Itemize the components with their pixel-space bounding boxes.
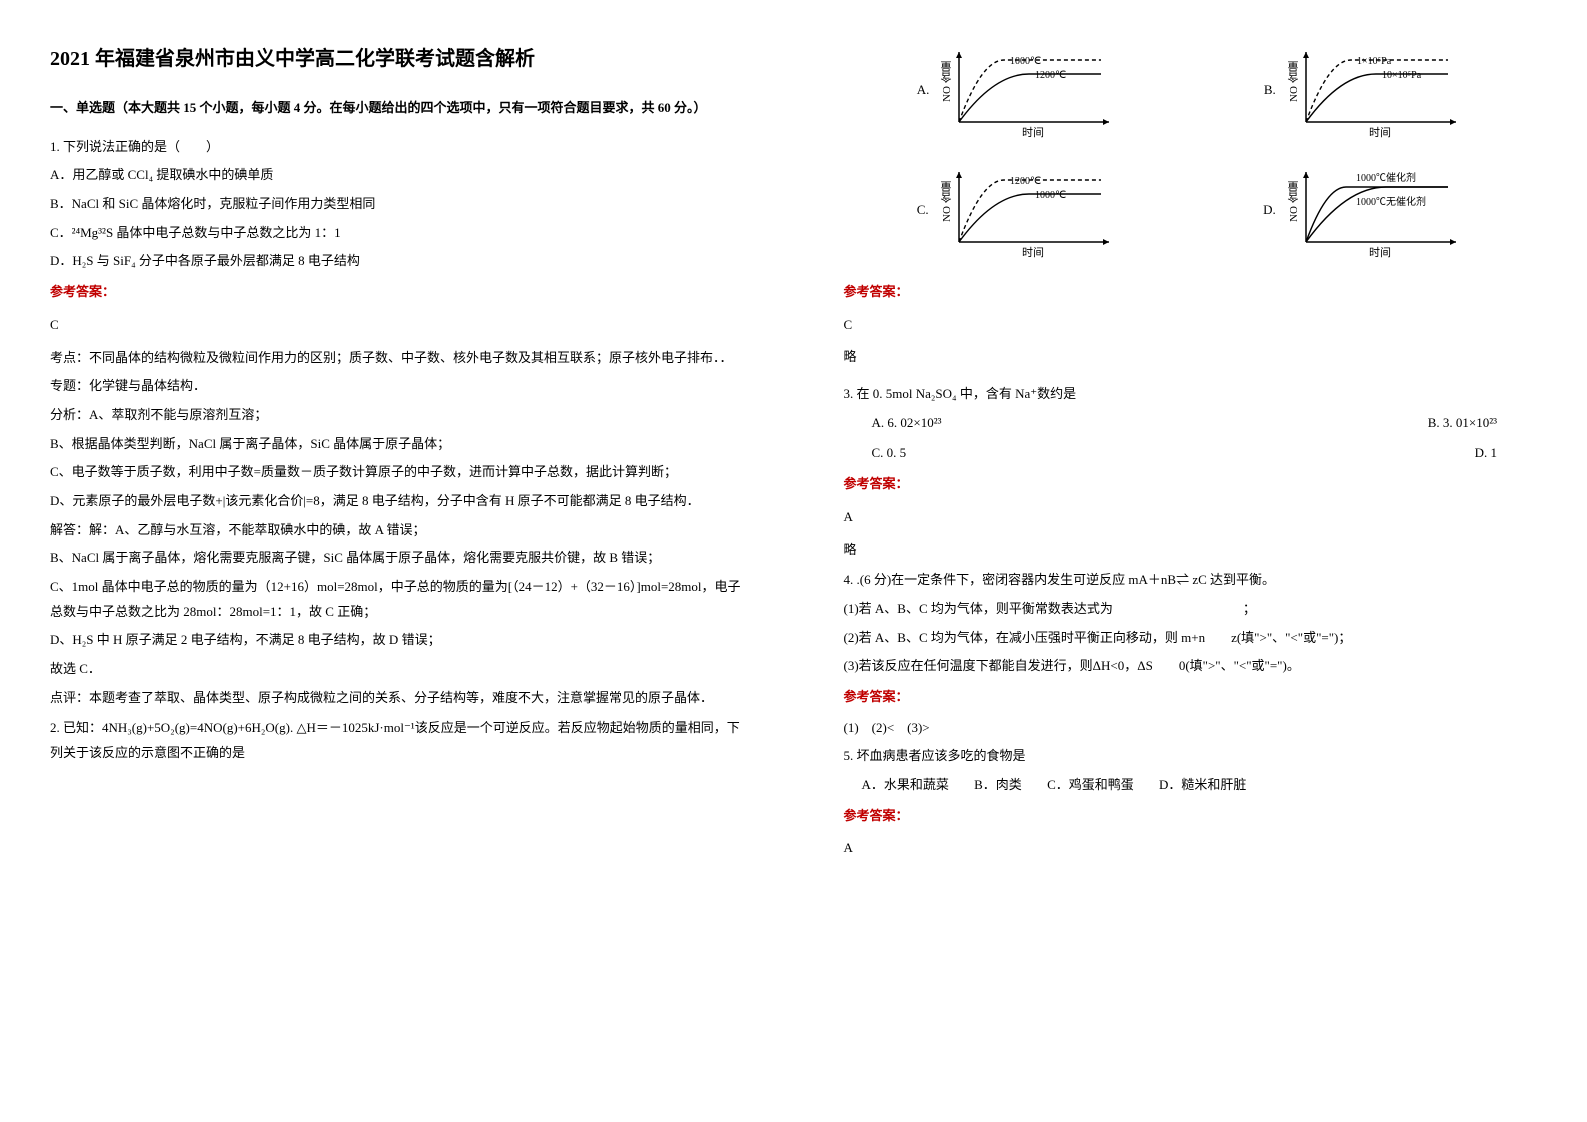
q1-opt-d: D．H₂S 与 SiF₄ 分子中各原子最外层都满足 8 电子结构 (50, 249, 744, 274)
q5-opt-d: D．糙米和肝脏 (1159, 777, 1246, 792)
svg-text:1000℃无催化剂: 1000℃无催化剂 (1356, 195, 1426, 208)
chart-d-svg: NO 含量时间 1000℃催化剂 1000℃无催化剂 (1284, 160, 1464, 260)
svg-text:时间: 时间 (1022, 246, 1044, 259)
svg-text:NO 含量: NO 含量 (1287, 181, 1300, 222)
svg-text:时间: 时间 (1369, 126, 1391, 139)
q1-jieda-d: D、H₂S 中 H 原子满足 2 电子结构，不满足 8 电子结构，故 D 错误； (50, 628, 744, 653)
section-1-head: 一、单选题（本大题共 15 个小题，每小题 4 分。在每小题给出的四个选项中，只… (50, 96, 744, 121)
q1-opt-c: C．²⁴Mg³²S 晶体中电子总数与中子总数之比为 1：1 (50, 221, 744, 246)
q3-ans: A (844, 505, 1538, 530)
q1-guxuan: 故选 C． (50, 657, 744, 682)
q3-stem: 3. 在 0. 5mol Na₂SO₄ 中，含有 Na⁺数约是 (844, 382, 1538, 407)
chart-b-svg: NO 含量时间 1×10⁵Pa 10×10⁵Pa (1284, 40, 1464, 140)
chart-c-svg: NO 含量时间 1200℃ 1000℃ (937, 160, 1117, 260)
q1-zhuanti: 专题：化学键与晶体结构． (50, 374, 744, 399)
q1-ans: C (50, 313, 744, 338)
svg-text:1000℃: 1000℃ (1010, 56, 1041, 67)
chart-a-label: A. (917, 78, 930, 103)
q3-opt-a: A. 6. 02×10²³ (872, 411, 942, 436)
q1-fenxi-b: B、根据晶体类型判断，NaCl 属于离子晶体，SiC 晶体属于原子晶体； (50, 432, 744, 457)
svg-text:10×10⁵Pa: 10×10⁵Pa (1382, 70, 1422, 81)
exam-title: 2021 年福建省泉州市由义中学高二化学联考试题含解析 (50, 40, 744, 78)
q4-p1: (1)若 A、B、C 均为气体，则平衡常数表达式为 ； (844, 597, 1538, 622)
q5-opt-c: C．鸡蛋和鸭蛋 (1047, 777, 1134, 792)
chart-d-block: D. NO 含量时间 1000℃催化剂 1000℃无催化剂 (1263, 160, 1464, 260)
chart-b-label: B. (1264, 78, 1276, 103)
q1-stem: 1. 下列说法正确的是（ ） (50, 135, 744, 160)
svg-text:NO 含量: NO 含量 (1287, 61, 1300, 102)
q5-ans-label: 参考答案： (844, 804, 1538, 829)
svg-text:1×10⁵Pa: 1×10⁵Pa (1357, 56, 1392, 67)
svg-text:1000℃催化剂: 1000℃催化剂 (1356, 171, 1416, 184)
svg-text:时间: 时间 (1369, 246, 1391, 259)
q3-opts-row1: A. 6. 02×10²³ B. 3. 01×10²³ (844, 411, 1538, 436)
q3-opt-c: C. 0. 5 (872, 441, 907, 466)
svg-text:时间: 时间 (1022, 126, 1044, 139)
chart-c-block: C. NO 含量时间 1200℃ 1000℃ (917, 160, 1117, 260)
q1-ans-label: 参考答案： (50, 280, 744, 305)
q1-kaodian: 考点：不同晶体的结构微粒及微粒间作用力的区别；质子数、中子数、核外电子数及其相互… (50, 346, 744, 371)
chart-a-block: A. NO 含量时间 1000℃ 1200℃ (917, 40, 1118, 140)
q5-opt-b: B．肉类 (974, 777, 1022, 792)
q3-ans-label: 参考答案： (844, 472, 1538, 497)
q4-p2: (2)若 A、B、C 均为气体，在减小压强时平衡正向移动，则 m+n z(填">… (844, 626, 1538, 651)
q2-ans: C (844, 313, 1538, 338)
q1-jieda-a: 解答：解：A、乙醇与水互溶，不能萃取碘水中的碘，故 A 错误； (50, 518, 744, 543)
charts-row-1: A. NO 含量时间 1000℃ 1200℃ B. NO 含量时间 1×10⁵Pa 10… (844, 40, 1538, 140)
svg-text:NO 含量: NO 含量 (940, 181, 953, 222)
chart-c-label: C. (917, 198, 929, 223)
svg-text:1200℃: 1200℃ (1010, 176, 1041, 187)
q1-opt-b: B．NaCl 和 SiC 晶体熔化时，克服粒子间作用力类型相同 (50, 192, 744, 217)
chart-a-svg: NO 含量时间 1000℃ 1200℃ (937, 40, 1117, 140)
right-column: A. NO 含量时间1000℃1200℃ B. NO 含量时间1×10⁵Pa10… (794, 0, 1587, 1122)
q1-fenxi-a: 分析：A、萃取剂不能与原溶剂互溶； (50, 403, 744, 428)
svg-text:NO 含量: NO 含量 (941, 61, 954, 102)
q1-fenxi-c: C、电子数等于质子数，利用中子数=质量数－质子数计算原子的中子数，进而计算中子总… (50, 460, 744, 485)
q2-stem: 2. 已知：4NH₃(g)+5O₂(g)=4NO(g)+6H₂O(g). △H＝… (50, 716, 744, 765)
q3-opts-row2: C. 0. 5 D. 1 (844, 441, 1538, 466)
charts-row-2: C. NO 含量时间 1200℃ 1000℃ D. NO 含量时间 1000℃催化剂 1… (844, 160, 1538, 260)
q5-stem: 5. 坏血病患者应该多吃的食物是 (844, 744, 1538, 769)
q3-opt-d: D. 1 (1475, 441, 1497, 466)
q5-opt-a: A．水果和蔬菜 (862, 777, 949, 792)
q2-ans-label: 参考答案： (844, 280, 1538, 305)
q2-lue: 略 (844, 345, 1538, 370)
chart-d-label: D. (1263, 198, 1276, 223)
q3-lue: 略 (844, 538, 1538, 563)
q3-opt-b: B. 3. 01×10²³ (1428, 411, 1497, 436)
svg-text:1000℃: 1000℃ (1035, 190, 1066, 201)
q5-ans: A (844, 836, 1538, 861)
q4-p3: (3)若该反应在任何温度下都能自发进行，则ΔH<0，ΔS 0(填">"、"<"或… (844, 654, 1538, 679)
chart-b-block: B. NO 含量时间 1×10⁵Pa 10×10⁵Pa (1264, 40, 1464, 140)
svg-text:1200℃: 1200℃ (1035, 70, 1066, 81)
left-column: 2021 年福建省泉州市由义中学高二化学联考试题含解析 一、单选题（本大题共 1… (0, 0, 794, 1122)
q1-jieda-b: B、NaCl 属于离子晶体，熔化需要克服离子键，SiC 晶体属于原子晶体，熔化需… (50, 546, 744, 571)
q5-opts: A．水果和蔬菜 B．肉类 C．鸡蛋和鸭蛋 D．糙米和肝脏 (844, 773, 1538, 798)
q1-dianping: 点评：本题考查了萃取、晶体类型、原子构成微粒之间的关系、分子结构等，难度不大，注… (50, 686, 744, 711)
q1-opt-a: A．用乙醇或 CCl₄ 提取碘水中的碘单质 (50, 163, 744, 188)
q4-stem: 4. .(6 分)在一定条件下，密闭容器内发生可逆反应 mA＋nB⇌ zC 达到… (844, 568, 1538, 593)
q4-ans-label: 参考答案： (844, 685, 1538, 710)
q1-fenxi-d: D、元素原子的最外层电子数+|该元素化合价|=8，满足 8 电子结构，分子中含有… (50, 489, 744, 514)
q1-jieda-c: C、1mol 晶体中电子总的物质的量为（12+16）mol=28mol，中子总的… (50, 575, 744, 624)
q4-ans: (1) (2)< (3)> (844, 716, 1538, 741)
